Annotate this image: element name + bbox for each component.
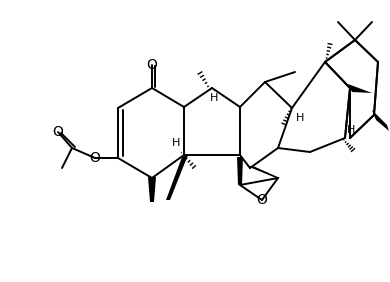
Text: O: O [90,151,101,165]
Polygon shape [372,110,389,131]
Text: H: H [296,113,304,123]
Polygon shape [348,84,372,93]
Text: O: O [147,58,158,72]
Text: H: H [172,138,180,148]
Polygon shape [148,177,156,202]
Polygon shape [166,155,188,200]
Text: O: O [53,125,64,139]
Text: O: O [257,193,268,207]
Polygon shape [247,166,280,178]
Text: H: H [347,125,355,135]
Text: H: H [210,93,218,103]
Polygon shape [237,157,243,185]
